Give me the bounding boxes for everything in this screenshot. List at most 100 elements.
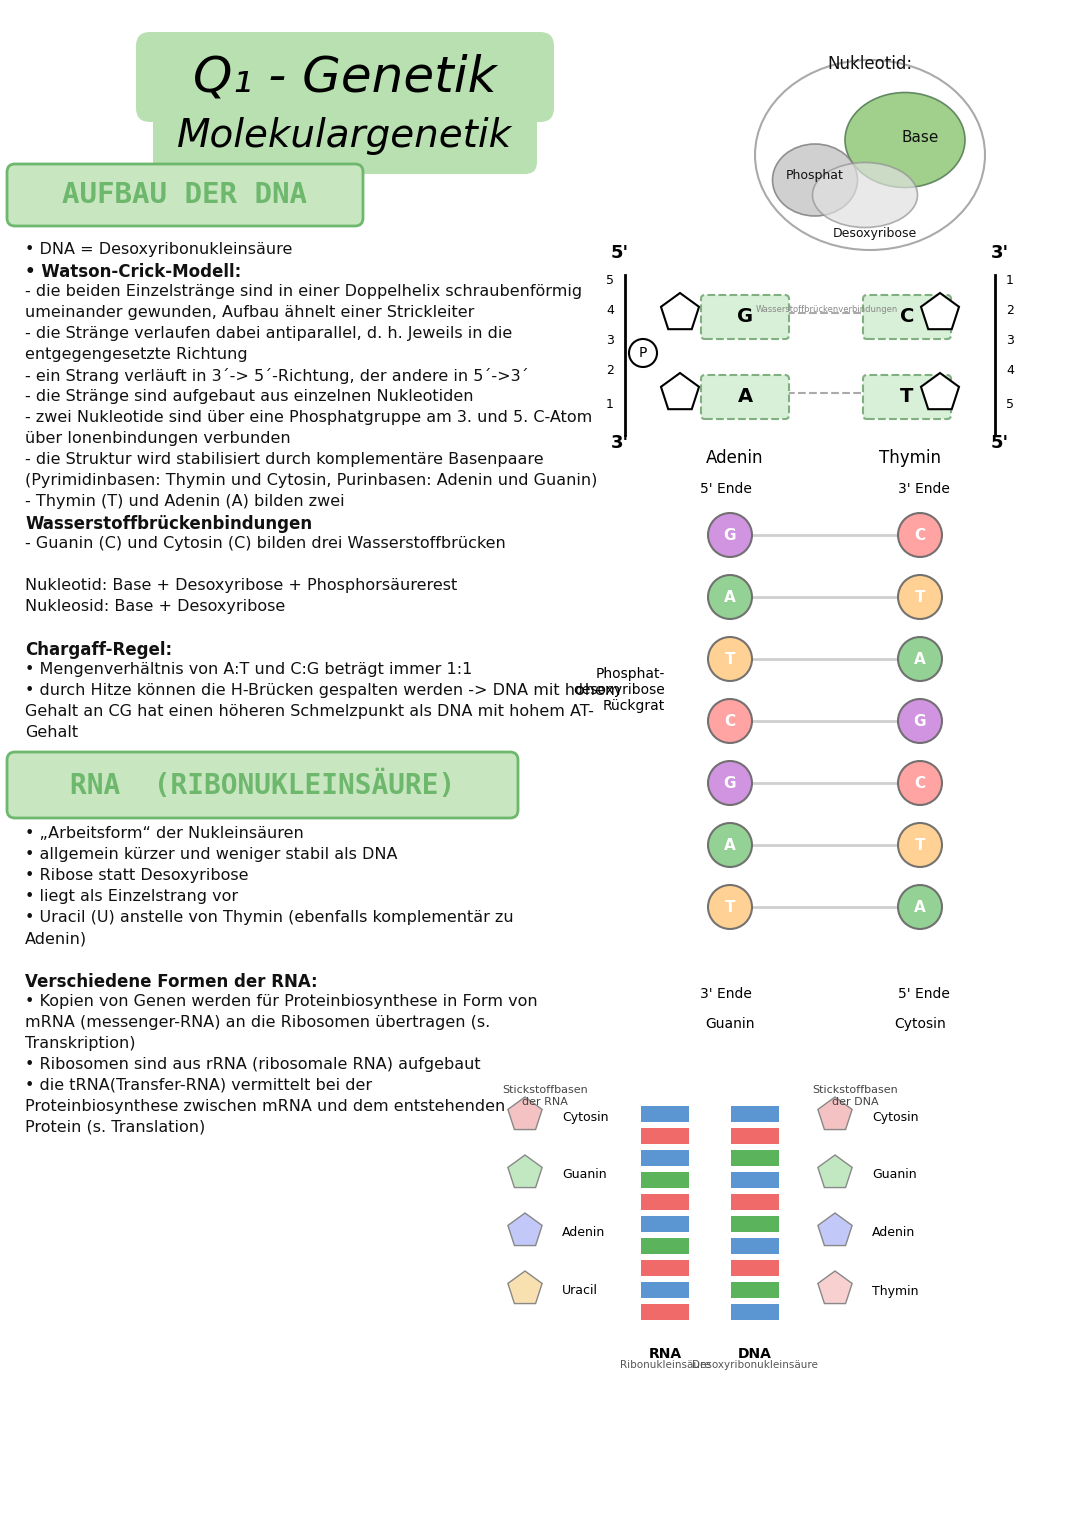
Polygon shape bbox=[818, 1212, 852, 1246]
Text: • Watson-Crick-Modell:: • Watson-Crick-Modell: bbox=[25, 263, 241, 281]
Text: 2: 2 bbox=[1007, 304, 1014, 316]
Circle shape bbox=[708, 576, 752, 618]
Ellipse shape bbox=[755, 60, 985, 250]
FancyBboxPatch shape bbox=[153, 98, 537, 174]
FancyBboxPatch shape bbox=[6, 751, 518, 818]
Text: - die Struktur wird stabilisiert durch komplementäre Basenpaare: - die Struktur wird stabilisiert durch k… bbox=[25, 452, 543, 467]
Bar bbox=[642, 1150, 689, 1167]
Text: T: T bbox=[725, 652, 735, 666]
Text: 5' Ende: 5' Ende bbox=[700, 483, 752, 496]
Circle shape bbox=[708, 823, 752, 867]
Text: Proteinbiosynthese zwischen mRNA und dem entstehenden: Proteinbiosynthese zwischen mRNA und dem… bbox=[25, 1099, 505, 1115]
Text: - die beiden Einzelstränge sind in einer Doppelhelix schraubenförmig: - die beiden Einzelstränge sind in einer… bbox=[25, 284, 582, 299]
Text: Adenin: Adenin bbox=[562, 1226, 605, 1240]
Text: T: T bbox=[915, 837, 926, 852]
Text: Wasserstoffbrückenbindungen: Wasserstoffbrückenbindungen bbox=[25, 515, 312, 533]
Text: A: A bbox=[914, 899, 926, 915]
Bar bbox=[731, 1150, 779, 1167]
Text: T: T bbox=[901, 388, 914, 406]
Circle shape bbox=[897, 760, 942, 805]
Text: A: A bbox=[738, 388, 753, 406]
Text: - die Stränge sind aufgebaut aus einzelnen Nukleotiden: - die Stränge sind aufgebaut aus einzeln… bbox=[25, 389, 473, 405]
Bar bbox=[642, 1171, 689, 1188]
Text: Adenin: Adenin bbox=[872, 1226, 915, 1240]
Bar bbox=[642, 1304, 689, 1319]
Text: umeinander gewunden, Aufbau ähnelt einer Strickleiter: umeinander gewunden, Aufbau ähnelt einer… bbox=[25, 305, 474, 321]
Text: Adenin: Adenin bbox=[706, 449, 764, 467]
Circle shape bbox=[708, 760, 752, 805]
Text: 3: 3 bbox=[606, 333, 613, 347]
Text: 5: 5 bbox=[1005, 399, 1014, 411]
Text: mRNA (messenger-RNA) an die Ribosomen übertragen (s.: mRNA (messenger-RNA) an die Ribosomen üb… bbox=[25, 1015, 490, 1031]
Text: • durch Hitze können die H-Brücken gespalten werden -> DNA mit hohem: • durch Hitze können die H-Brücken gespa… bbox=[25, 683, 621, 698]
Text: (Pyrimidinbasen: Thymin und Cytosin, Purinbasen: Adenin und Guanin): (Pyrimidinbasen: Thymin und Cytosin, Pur… bbox=[25, 473, 597, 489]
Text: C: C bbox=[725, 713, 735, 728]
Text: Thymin: Thymin bbox=[879, 449, 941, 467]
Text: Protein (s. Translation): Protein (s. Translation) bbox=[25, 1119, 205, 1135]
Text: G: G bbox=[724, 527, 737, 542]
Ellipse shape bbox=[845, 93, 966, 188]
Text: Cytosin: Cytosin bbox=[872, 1110, 918, 1124]
Polygon shape bbox=[818, 1154, 852, 1188]
FancyBboxPatch shape bbox=[863, 295, 951, 339]
Text: • Ribosomen sind aus rRNA (ribosomale RNA) aufgebaut: • Ribosomen sind aus rRNA (ribosomale RN… bbox=[25, 1057, 481, 1072]
Text: • DNA = Desoxyribonukleinsäure: • DNA = Desoxyribonukleinsäure bbox=[25, 241, 293, 257]
Text: 3': 3' bbox=[611, 434, 629, 452]
Text: C: C bbox=[915, 527, 926, 542]
Text: Nukleosid: Base + Desoxyribose: Nukleosid: Base + Desoxyribose bbox=[25, 599, 285, 614]
Circle shape bbox=[897, 699, 942, 744]
FancyBboxPatch shape bbox=[6, 163, 363, 226]
Polygon shape bbox=[921, 293, 959, 330]
Text: AUFBAU DER DNA: AUFBAU DER DNA bbox=[63, 182, 308, 209]
Text: Stickstoffbasen
der RNA: Stickstoffbasen der RNA bbox=[502, 1086, 588, 1107]
Text: Wasserstoffbrückenverbindungen: Wasserstoffbrückenverbindungen bbox=[756, 305, 899, 315]
Bar bbox=[731, 1260, 779, 1277]
Text: • allgemein kürzer und weniger stabil als DNA: • allgemein kürzer und weniger stabil al… bbox=[25, 847, 397, 863]
Circle shape bbox=[897, 886, 942, 928]
Text: Nukleotid: Base + Desoxyribose + Phosphorsäurerest: Nukleotid: Base + Desoxyribose + Phospho… bbox=[25, 579, 457, 592]
Text: Base: Base bbox=[902, 130, 939, 145]
FancyBboxPatch shape bbox=[136, 32, 554, 122]
Bar bbox=[642, 1237, 689, 1254]
Text: 1: 1 bbox=[606, 399, 613, 411]
Circle shape bbox=[897, 637, 942, 681]
Text: Chargaff-Regel:: Chargaff-Regel: bbox=[25, 641, 172, 660]
Text: 1: 1 bbox=[1007, 273, 1014, 287]
Polygon shape bbox=[818, 1096, 852, 1130]
Text: 5' Ende: 5' Ende bbox=[899, 986, 950, 1002]
Text: A: A bbox=[724, 837, 735, 852]
Text: • Mengenverhältnis von A:T und C:G beträgt immer 1:1: • Mengenverhältnis von A:T und C:G beträ… bbox=[25, 663, 472, 676]
Polygon shape bbox=[508, 1154, 542, 1188]
Bar bbox=[642, 1194, 689, 1209]
Text: Molekulargenetik: Molekulargenetik bbox=[177, 118, 513, 156]
Circle shape bbox=[708, 637, 752, 681]
Bar bbox=[731, 1194, 779, 1209]
Text: 3': 3' bbox=[991, 244, 1009, 263]
Text: C: C bbox=[900, 307, 914, 327]
Text: - zwei Nukleotide sind über eine Phosphatgruppe am 3. und 5. C-Atom: - zwei Nukleotide sind über eine Phospha… bbox=[25, 411, 592, 425]
Text: Phosphat: Phosphat bbox=[786, 168, 843, 182]
Polygon shape bbox=[661, 373, 699, 409]
Text: G: G bbox=[724, 776, 737, 791]
Circle shape bbox=[708, 699, 752, 744]
Text: Guanin: Guanin bbox=[705, 1017, 755, 1031]
Text: DNA: DNA bbox=[738, 1347, 772, 1361]
Text: 3: 3 bbox=[1007, 333, 1014, 347]
Text: RNA: RNA bbox=[648, 1347, 681, 1361]
Polygon shape bbox=[508, 1270, 542, 1304]
Text: über Ionenbindungen verbunden: über Ionenbindungen verbunden bbox=[25, 431, 291, 446]
Bar bbox=[731, 1171, 779, 1188]
Text: Stickstoffbasen
der DNA: Stickstoffbasen der DNA bbox=[812, 1086, 897, 1107]
Text: • Kopien von Genen werden für Proteinbiosynthese in Form von: • Kopien von Genen werden für Proteinbio… bbox=[25, 994, 538, 1009]
FancyBboxPatch shape bbox=[701, 376, 789, 418]
Text: 5: 5 bbox=[606, 273, 615, 287]
Text: entgegengesetzte Richtung: entgegengesetzte Richtung bbox=[25, 347, 247, 362]
Text: Gehalt an CG hat einen höheren Schmelzpunkt als DNA mit hohem AT-: Gehalt an CG hat einen höheren Schmelzpu… bbox=[25, 704, 594, 719]
Text: G: G bbox=[914, 713, 927, 728]
Text: 4: 4 bbox=[606, 304, 613, 316]
Text: Gehalt: Gehalt bbox=[25, 725, 78, 741]
Text: • liegt als Einzelstrang vor: • liegt als Einzelstrang vor bbox=[25, 889, 238, 904]
Text: Nukleotid:: Nukleotid: bbox=[827, 55, 913, 73]
Text: • Uracil (U) anstelle von Thymin (ebenfalls komplementär zu: • Uracil (U) anstelle von Thymin (ebenfa… bbox=[25, 910, 514, 925]
Text: Cytosin: Cytosin bbox=[894, 1017, 946, 1031]
